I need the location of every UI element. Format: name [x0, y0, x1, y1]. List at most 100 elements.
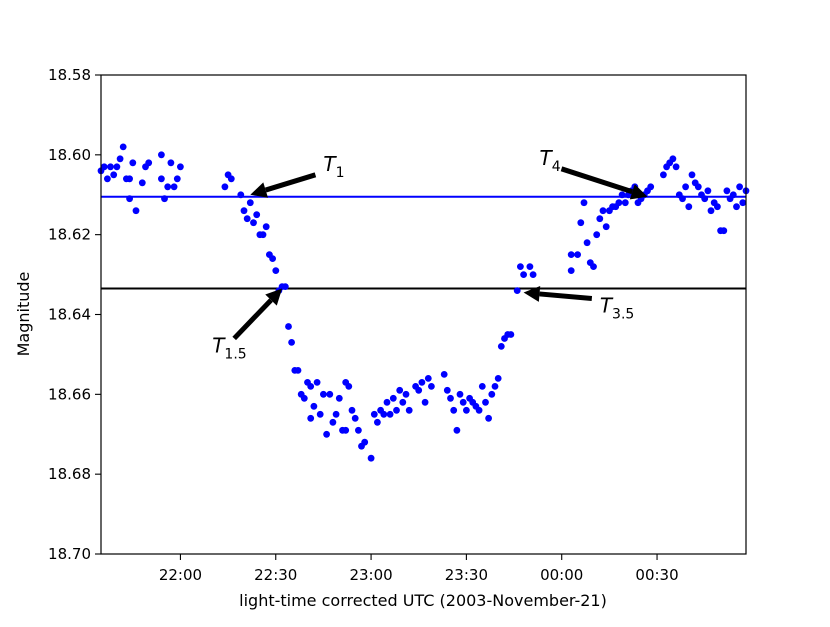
data-point — [520, 271, 527, 278]
data-point — [374, 418, 381, 426]
data-point — [329, 418, 337, 426]
data-point — [367, 454, 375, 462]
data-point — [475, 406, 483, 414]
y-tick-label: 18.60 — [48, 146, 91, 164]
data-point — [567, 251, 575, 258]
x-tick-label: 22:00 — [159, 566, 202, 584]
data-point — [428, 383, 435, 390]
data-point — [307, 383, 315, 390]
y-tick-label: 18.68 — [48, 465, 91, 483]
annotation-arrow-shaft-1.5 — [232, 298, 273, 341]
data-point — [704, 187, 712, 195]
data-point — [491, 383, 499, 390]
data-point — [253, 211, 261, 219]
data-point — [126, 195, 133, 203]
data-point — [173, 175, 181, 183]
data-point — [405, 406, 413, 414]
data-point — [482, 398, 489, 406]
x-tick-label: 00:30 — [635, 566, 678, 584]
data-point — [701, 195, 709, 203]
data-point — [682, 183, 689, 191]
data-point — [294, 367, 302, 374]
annotation-arrow-shaft-4 — [560, 166, 634, 195]
data-point — [170, 183, 178, 191]
data-point — [132, 207, 140, 215]
data-point — [660, 171, 667, 179]
data-point — [361, 438, 369, 446]
data-point — [440, 371, 448, 378]
data-point — [602, 223, 610, 231]
data-point — [580, 199, 588, 207]
data-point — [259, 231, 267, 239]
data-point — [396, 386, 404, 394]
data-point — [158, 175, 165, 183]
data-point — [720, 227, 728, 235]
x-tick-label: 23:00 — [349, 566, 392, 584]
data-point — [618, 191, 626, 199]
data-point — [577, 219, 585, 227]
data-point — [167, 159, 175, 167]
data-point — [596, 215, 604, 223]
data-point — [393, 406, 400, 414]
data-point — [326, 390, 334, 398]
x-tick-label: 22:30 — [254, 566, 297, 584]
data-point — [262, 223, 270, 231]
data-point — [380, 410, 388, 418]
data-point — [332, 410, 340, 418]
data-point — [399, 398, 407, 406]
data-point — [707, 207, 715, 215]
data-point — [161, 195, 168, 203]
y-axis-label: Magnitude — [14, 272, 33, 357]
data-point — [593, 231, 601, 239]
data-point — [383, 398, 391, 406]
data-point — [415, 386, 423, 394]
data-point — [488, 390, 496, 398]
data-point — [669, 155, 677, 163]
data-point — [736, 183, 743, 191]
y-tick-label: 18.62 — [48, 226, 91, 244]
data-point — [723, 187, 731, 195]
y-tick-label: 18.64 — [48, 306, 91, 324]
data-point — [456, 390, 464, 398]
data-point — [104, 175, 111, 183]
data-point — [421, 398, 429, 406]
data-point — [714, 203, 721, 211]
data-point — [335, 394, 343, 402]
data-point — [288, 339, 295, 346]
data-point — [310, 402, 318, 410]
data-point — [583, 239, 591, 247]
data-point — [307, 414, 315, 422]
data-point — [621, 199, 629, 207]
data-point — [300, 394, 308, 402]
data-point — [227, 175, 235, 183]
data-point — [507, 331, 515, 338]
data-point — [672, 163, 680, 171]
data-point — [463, 406, 470, 414]
annotation-arrow-head-1.5 — [265, 288, 283, 306]
data-point — [281, 283, 289, 290]
data-point — [679, 195, 686, 203]
data-point — [355, 426, 362, 434]
data-point — [517, 263, 524, 270]
data-point — [113, 163, 121, 171]
data-point — [739, 199, 747, 207]
data-point — [138, 179, 146, 187]
data-point — [272, 267, 280, 274]
data-point — [351, 414, 359, 422]
annotation-arrow-head-1 — [250, 182, 268, 198]
data-point — [459, 398, 467, 406]
data-point — [590, 263, 597, 270]
data-point — [107, 163, 114, 171]
data-point — [485, 414, 492, 422]
data-point — [370, 410, 378, 418]
y-tick-label: 18.70 — [48, 545, 91, 563]
data-point — [285, 323, 292, 330]
data-point — [342, 426, 350, 434]
data-point — [694, 183, 702, 191]
data-point — [240, 207, 248, 215]
data-point — [574, 251, 581, 258]
data-point — [685, 203, 693, 211]
data-point — [402, 390, 410, 398]
